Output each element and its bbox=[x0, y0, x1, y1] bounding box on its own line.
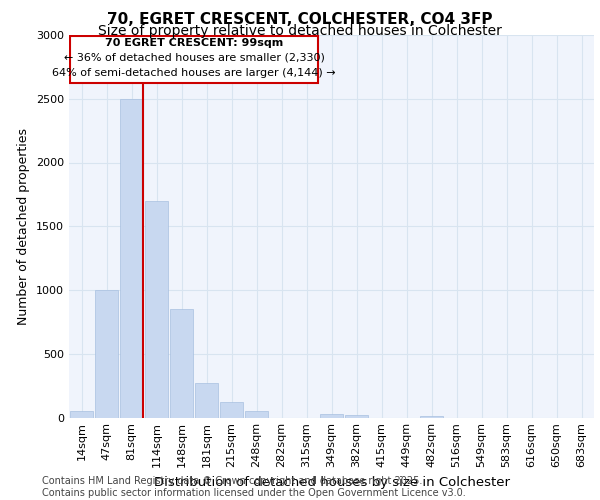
Text: ← 36% of detached houses are smaller (2,330): ← 36% of detached houses are smaller (2,… bbox=[64, 53, 325, 63]
Text: 64% of semi-detached houses are larger (4,144) →: 64% of semi-detached houses are larger (… bbox=[52, 68, 336, 78]
Text: 70, EGRET CRESCENT, COLCHESTER, CO4 3FP: 70, EGRET CRESCENT, COLCHESTER, CO4 3FP bbox=[107, 12, 493, 28]
Text: Size of property relative to detached houses in Colchester: Size of property relative to detached ho… bbox=[98, 24, 502, 38]
Bar bbox=[120, 99, 143, 418]
FancyBboxPatch shape bbox=[70, 36, 318, 84]
Bar bbox=[170, 309, 193, 418]
Bar bbox=[195, 383, 218, 418]
Text: 70 EGRET CRESCENT: 99sqm: 70 EGRET CRESCENT: 99sqm bbox=[105, 38, 283, 48]
Bar bbox=[420, 416, 443, 418]
Bar bbox=[245, 411, 268, 418]
Bar bbox=[70, 411, 93, 418]
X-axis label: Distribution of detached houses by size in Colchester: Distribution of detached houses by size … bbox=[154, 476, 509, 489]
Bar bbox=[145, 200, 168, 418]
Text: Contains HM Land Registry data © Crown copyright and database right 2025.
Contai: Contains HM Land Registry data © Crown c… bbox=[42, 476, 466, 498]
Bar bbox=[220, 402, 243, 417]
Bar bbox=[95, 290, 118, 418]
Bar bbox=[345, 415, 368, 418]
Bar bbox=[320, 414, 343, 418]
Y-axis label: Number of detached properties: Number of detached properties bbox=[17, 128, 31, 325]
